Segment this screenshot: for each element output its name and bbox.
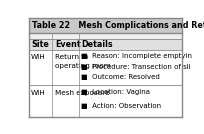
- Text: ■  Procedure: Transection of sli: ■ Procedure: Transection of sli: [81, 64, 191, 70]
- Text: ■  Outcome: Resolved: ■ Outcome: Resolved: [81, 74, 160, 80]
- Text: Details: Details: [81, 40, 112, 49]
- Text: WIH: WIH: [31, 90, 46, 96]
- Text: Return to
operating room: Return to operating room: [55, 54, 111, 69]
- Bar: [29, 34, 182, 39]
- Text: Event: Event: [55, 40, 80, 49]
- Bar: [29, 18, 182, 34]
- Bar: [29, 39, 182, 50]
- Text: WIH: WIH: [31, 54, 46, 60]
- Bar: [29, 85, 182, 117]
- Text: Mesh exposure: Mesh exposure: [55, 90, 109, 96]
- Text: ■  Action: Observation: ■ Action: Observation: [81, 103, 161, 109]
- Bar: [29, 50, 182, 85]
- Text: Table 22   Mesh Complications and Return to Operating Roc: Table 22 Mesh Complications and Return t…: [31, 21, 204, 30]
- Text: ■  Location: Vagina: ■ Location: Vagina: [81, 89, 150, 95]
- Text: Site: Site: [31, 40, 49, 49]
- Text: ■  Reason: Incomplete emptyin: ■ Reason: Incomplete emptyin: [81, 53, 192, 59]
